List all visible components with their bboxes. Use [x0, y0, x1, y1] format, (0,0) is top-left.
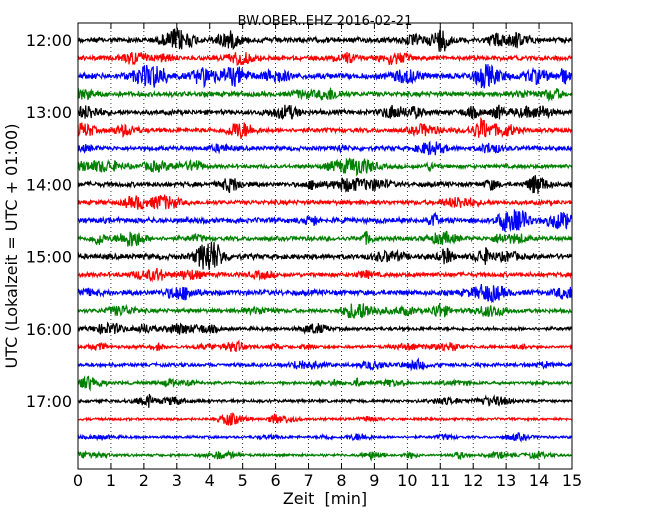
- trace-1715: [77, 412, 573, 426]
- trace-1300: [77, 104, 573, 121]
- traces-layer: [77, 27, 573, 462]
- x-tick-label-11: 11: [430, 471, 450, 490]
- x-tick-label-7: 7: [303, 471, 313, 490]
- trace-1200: [77, 27, 573, 52]
- ticks-layer: 0 1 2 3 4 5 6 7 8 9 10 11 12 13 14 1512:0013:0014:0015:…: [26, 23, 582, 490]
- x-tick-label-12: 12: [463, 471, 483, 490]
- y-tick-label-1600: 16:00: [26, 320, 72, 339]
- x-tick-label-0: 0: [73, 471, 83, 490]
- x-tick-label-2: 2: [139, 471, 149, 490]
- x-tick-label-1: 1: [106, 471, 116, 490]
- y-tick-label-1200: 12:00: [26, 31, 72, 50]
- trace-1600: [77, 321, 572, 335]
- trace-1645: [77, 375, 573, 392]
- y-tick-label-1500: 15:00: [26, 248, 72, 267]
- trace-1745: [77, 449, 573, 462]
- chart-title: BW.OBER..EHZ 2016-02-21: [238, 14, 413, 29]
- trace-1330: [77, 140, 573, 156]
- x-tick-label-3: 3: [172, 471, 182, 490]
- x-tick-label-9: 9: [369, 471, 379, 490]
- trace-1730: [77, 432, 573, 443]
- trace-1345: [77, 157, 573, 177]
- x-tick-label-15: 15: [562, 471, 582, 490]
- x-tick-label-4: 4: [205, 471, 215, 490]
- trace-1615: [77, 339, 573, 352]
- trace-1545: [77, 303, 573, 319]
- y-tick-label-1700: 17:00: [26, 392, 72, 411]
- trace-1500: [77, 241, 573, 271]
- x-tick-label-5: 5: [238, 471, 248, 490]
- trace-1700: [77, 393, 573, 408]
- trace-1630: [77, 357, 573, 372]
- trace-1400: [77, 175, 573, 194]
- trace-1230: [77, 63, 573, 89]
- trace-1445: [77, 230, 573, 247]
- y-tick-label-1300: 13:00: [26, 103, 72, 122]
- trace-1415: [77, 194, 572, 210]
- trace-1515: [77, 267, 573, 283]
- y-axis-label: UTC (Lokalzeit = UTC + 01:00): [2, 124, 21, 369]
- x-tick-label-6: 6: [271, 471, 281, 490]
- x-tick-label-8: 8: [336, 471, 346, 490]
- x-tick-label-14: 14: [529, 471, 549, 490]
- plot-frame: [77, 22, 573, 470]
- x-axis-label: Zeit [min]: [283, 489, 367, 508]
- x-tick-label-10: 10: [397, 471, 417, 490]
- trace-1430: [77, 209, 573, 233]
- y-tick-label-1400: 14:00: [26, 175, 72, 194]
- trace-1215: [77, 51, 573, 66]
- trace-1245: [77, 87, 573, 102]
- trace-1530: [77, 283, 573, 304]
- trace-1315: [77, 116, 573, 140]
- x-tick-label-13: 13: [496, 471, 516, 490]
